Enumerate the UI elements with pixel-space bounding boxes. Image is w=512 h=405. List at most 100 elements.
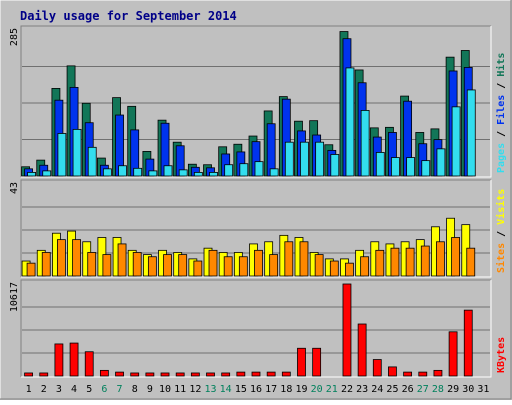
x-tick-label-day-20: 20 [311,384,323,395]
bar-pages-day-25 [391,157,400,177]
bar-pages-day-4 [72,128,82,177]
legend-separator: / [496,77,507,95]
bar-pages-day-23 [360,110,370,177]
bar-pages-day-17 [269,168,279,177]
panel-highlight-edge [21,180,492,278]
chart-panels: 285 Pages / Files / Hits 43 Sites / Visits 1… [9,25,507,378]
x-tick-label-day-5: 5 [86,384,92,395]
panel-shadow-edge [20,25,491,177]
bar-kbytes-day-2 [39,372,49,377]
x-tick-label-day-27: 27 [417,384,429,395]
bar-pages-day-2 [42,170,52,177]
legend-panel-3: KBytes [496,337,507,373]
x-tick-label-day-7: 7 [117,384,123,395]
bar-pages-day-12 [193,172,203,177]
bar-pages-day-8 [133,167,143,177]
bar-kbytes-day-17 [266,371,276,377]
bar-kbytes-day-9 [145,372,155,377]
bar-pages-day-28 [436,148,446,177]
legend-pages: Pages [496,143,507,173]
bar-pages-day-20 [315,141,325,177]
bar-kbytes-day-26 [403,371,413,377]
bar-pages-day-29 [451,106,461,177]
bar-sites-day-5 [87,252,97,277]
bar-kbytes-day-13 [206,372,215,377]
x-tick-label-day-25: 25 [386,384,398,395]
x-axis-day-labels: 1 2 3 4 5 6 7 8 9 10 11 12 13 14 15 16 17 18 19 20 21 22 23 24 2… [26,384,490,395]
panel-2: 43 Sites / Visits [9,179,507,278]
bar-pages-day-30 [466,89,476,177]
bar-kbytes-day-29 [448,331,458,377]
bar-sites-day-20 [314,254,324,277]
bar-kbytes-day-14 [221,372,231,377]
bar-pages-day-19 [300,141,309,177]
legend-kbytes: KBytes [496,337,507,373]
x-tick-label-day-2: 2 [41,384,47,395]
legend-hits: Hits [495,53,507,77]
panel-plot-area [21,280,491,377]
legend-files: Files [495,95,507,125]
bar-pages-day-15 [239,163,249,177]
legend-sites: Sites [495,243,507,273]
x-tick-label-day-10: 10 [159,384,171,395]
x-tick-label-day-6: 6 [101,384,107,395]
x-tick-label-day-11: 11 [174,384,186,395]
legend-separator: / [496,225,507,243]
bar-sites-day-17 [269,254,279,277]
chart-title: Daily usage for September 2014 [20,9,237,23]
bar-sites-day-30 [466,247,476,277]
bar-sites-day-23 [360,256,370,277]
bar-sites-day-8 [132,252,142,277]
bar-pages-day-1 [27,172,36,177]
x-tick-label-day-3: 3 [56,384,62,395]
x-tick-label-day-28: 28 [432,384,444,395]
bar-sites-day-9 [147,256,157,277]
bar-sites-day-16 [254,249,263,277]
x-tick-label-day-30: 30 [462,384,474,395]
bar-kbytes-day-3 [54,343,64,377]
bar-sites-day-14 [223,256,233,277]
y-max-label: 10617 [9,282,20,312]
bar-pages-day-3 [57,133,67,177]
bar-kbytes-day-10 [160,372,170,377]
bar-files-day-17 [266,123,276,177]
x-tick-label-day-29: 29 [447,384,459,395]
bar-kbytes-day-22 [342,283,352,377]
bar-kbytes-day-23 [357,323,367,377]
bar-kbytes-day-20 [312,347,322,377]
bar-kbytes-day-5 [84,351,94,377]
x-tick-label-day-22: 22 [341,384,353,395]
x-tick-label-day-16: 16 [250,384,262,395]
x-tick-label-day-31: 31 [477,384,489,395]
bar-sites-day-24 [375,249,385,277]
bar-pages-day-9 [148,170,158,177]
bar-kbytes-day-11 [175,372,185,377]
bar-sites-day-19 [299,241,309,277]
x-tick-label-day-23: 23 [356,384,368,395]
bar-sites-day-28 [436,241,445,277]
x-tick-label-day-17: 17 [265,384,277,395]
x-tick-label-day-12: 12 [189,384,201,395]
bar-pages-day-13 [209,172,218,177]
x-tick-label-day-14: 14 [220,384,232,395]
bar-pages-day-22 [345,67,355,177]
panel-shadow-edge [20,179,491,277]
bar-kbytes-day-7 [115,371,124,377]
bar-pages-day-5 [87,146,97,177]
x-tick-label-day-9: 9 [147,384,153,395]
bar-kbytes-day-6 [99,369,109,377]
bar-sites-day-21 [329,260,339,277]
bar-kbytes-day-27 [418,371,428,377]
bar-sites-day-26 [405,247,415,277]
x-tick-label-day-8: 8 [132,384,138,395]
bar-sites-day-7 [117,243,127,277]
legend-separator: / [496,125,507,143]
y-max-label: 43 [9,182,20,194]
bar-pages-day-14 [224,164,234,177]
bar-sites-day-22 [345,262,354,277]
bar-sites-day-2 [41,252,51,277]
bar-sites-day-12 [193,260,203,277]
bar-kbytes-day-12 [190,372,200,377]
